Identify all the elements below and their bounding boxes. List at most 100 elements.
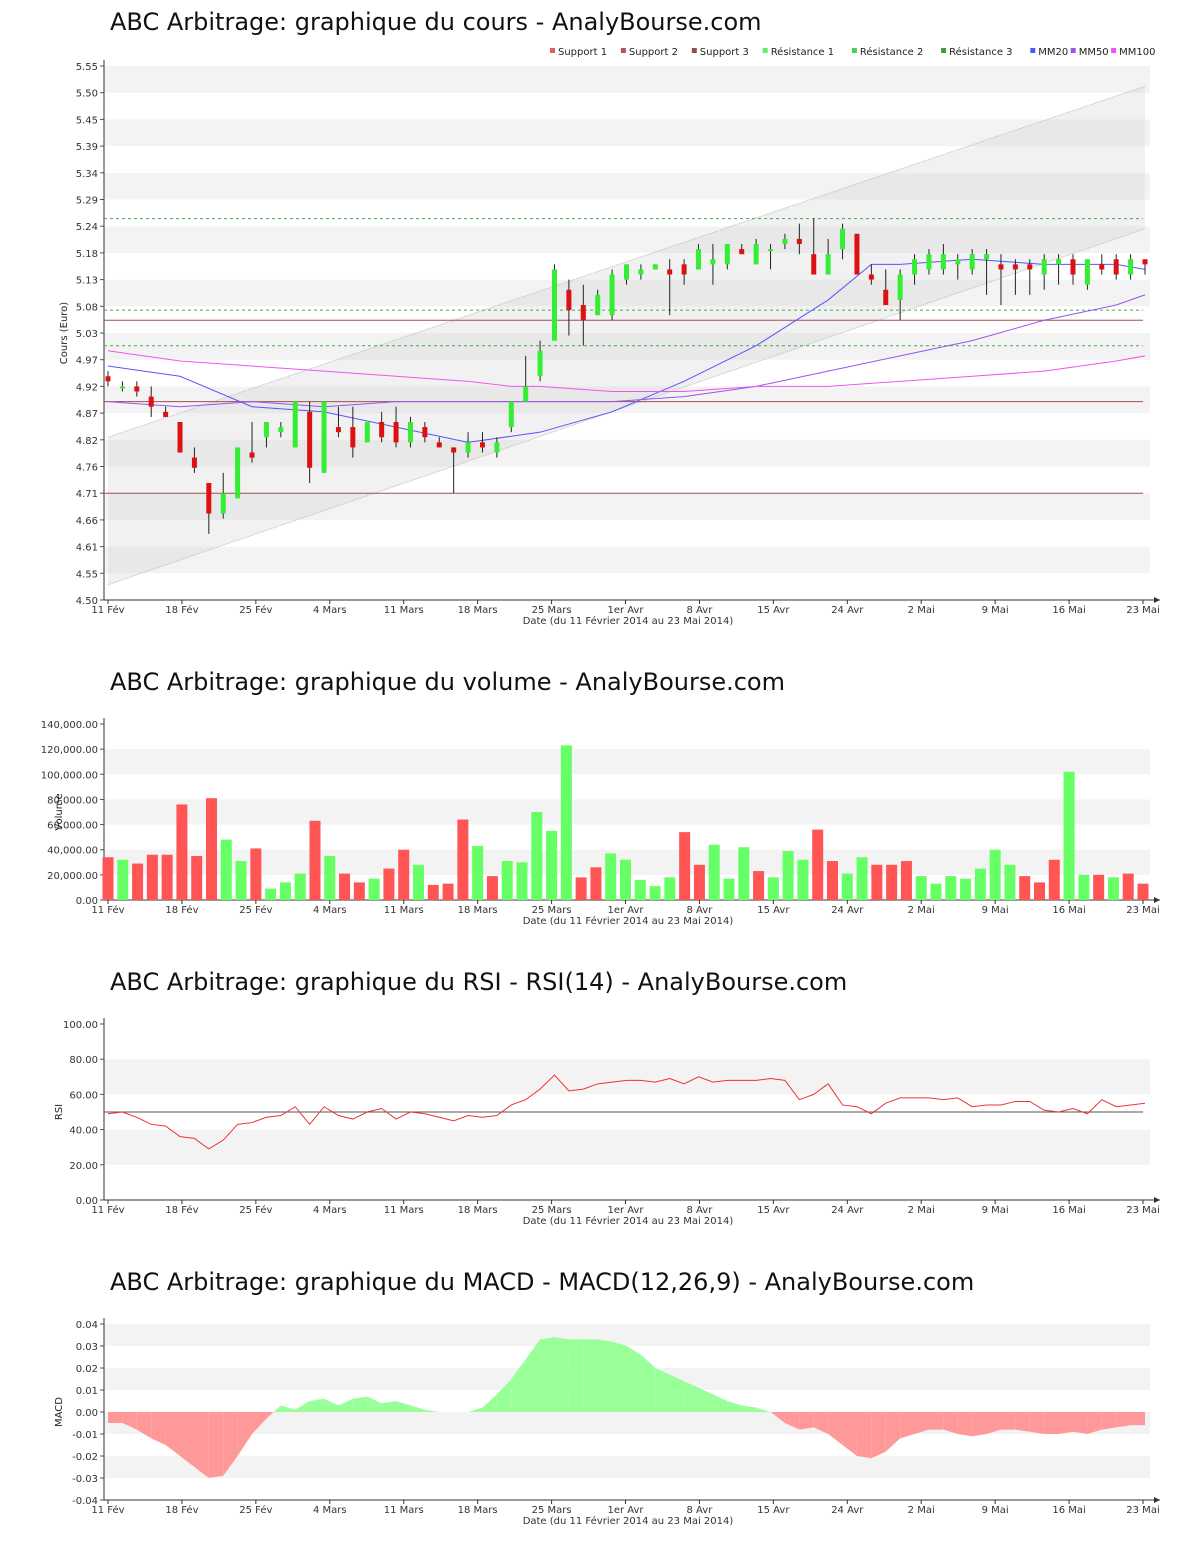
macd-xtick-label: 24 Avr	[831, 1505, 864, 1516]
volume-bar	[753, 871, 765, 900]
macd-xtick-label: 8 Avr	[687, 1505, 714, 1516]
legend-item: Support 2	[629, 47, 678, 58]
ma-line-mm100	[107, 350, 1146, 392]
volume-xtick-label: 4 Mars	[313, 905, 347, 916]
price-xtick-label: 16 Mai	[1052, 605, 1085, 616]
price-ytick-label: 4.71	[76, 489, 98, 500]
macd-area-negative	[1130, 1412, 1145, 1426]
candle-body	[595, 294, 601, 316]
price-grid-band	[104, 439, 1150, 467]
volume-bar	[146, 854, 158, 900]
legend-item: Support 3	[700, 47, 749, 58]
volume-x-arrow	[1154, 897, 1160, 903]
candle-body	[393, 422, 399, 443]
volume-bar	[546, 830, 558, 900]
price-chart-panel: ABC Arbitrage: graphique du cours - Anal…	[0, 0, 1200, 640]
macd-xtick-label: 23 Mai	[1126, 1505, 1159, 1516]
legend-marker	[762, 48, 768, 53]
volume-bar	[1137, 883, 1149, 900]
price-ytick-label: 4.76	[76, 463, 98, 474]
legend-item: Résistance 2	[860, 46, 923, 58]
legend-marker	[1111, 48, 1117, 53]
candle-body	[1012, 264, 1018, 270]
macd-xtick-label: 25 Fév	[239, 1504, 272, 1516]
macd-area-positive	[381, 1401, 397, 1412]
macd-area-positive	[583, 1339, 598, 1412]
volume-bar	[886, 864, 898, 900]
volume-bar	[516, 862, 528, 900]
volume-bar	[605, 853, 617, 900]
rsi-xtick-label: 25 Fév	[239, 1204, 272, 1216]
volume-xtick-label: 9 Mai	[982, 905, 1009, 916]
macd-area-negative	[1000, 1412, 1016, 1430]
volume-bar	[812, 829, 824, 900]
price-ytick-label: 5.18	[76, 249, 98, 260]
candle-body	[883, 289, 889, 306]
volume-bar	[457, 819, 469, 900]
price-xtick-label: 11 Fév	[91, 604, 124, 616]
candle-body	[652, 264, 658, 270]
rsi-chart-title: ABC Arbitrage: graphique du RSI - RSI(14…	[110, 968, 848, 996]
volume-xtick-label: 18 Fév	[165, 904, 198, 916]
price-grid-band	[104, 519, 1150, 547]
rsi-xtick-label: 18 Fév	[165, 1204, 198, 1216]
price-xtick-label: 24 Avr	[831, 605, 864, 616]
macd-xtick-label: 18 Mars	[458, 1505, 498, 1516]
rsi-xtick-label: 4 Mars	[313, 1205, 347, 1216]
candle-body	[494, 442, 500, 453]
rsi-ytick-label: 80.00	[69, 1055, 98, 1066]
legend-item: MM50	[1079, 47, 1109, 58]
volume-xtick-label: 23 Mai	[1126, 905, 1159, 916]
rsi-y-label: RSI	[54, 1104, 65, 1120]
price-ytick-label: 4.66	[76, 516, 98, 527]
volume-bar	[531, 812, 543, 900]
macd-area-negative	[856, 1412, 872, 1459]
macd-area-negative	[784, 1412, 800, 1430]
macd-ytick-label: 0.04	[76, 1320, 98, 1331]
volume-bar	[176, 804, 188, 900]
price-ytick-label: 4.87	[76, 409, 98, 420]
candle-body	[1070, 259, 1076, 275]
volume-chart-title: ABC Arbitrage: graphique du volume - Ana…	[110, 668, 785, 696]
macd-xtick-label: 9 Mai	[982, 1505, 1009, 1516]
volume-bar	[220, 839, 232, 900]
legend-marker	[550, 48, 555, 53]
macd-area-positive	[626, 1346, 641, 1412]
rsi-grid-band	[104, 1059, 1150, 1095]
macd-area-positive	[396, 1401, 411, 1412]
volume-bar	[1004, 864, 1016, 900]
rsi-xtick-label: 23 Mai	[1126, 1205, 1159, 1216]
macd-area-positive	[324, 1398, 339, 1412]
volume-chart-panel: ABC Arbitrage: graphique du volume - Ana…	[0, 660, 1200, 940]
legend-item: Support 1	[558, 47, 607, 58]
candle-body	[854, 233, 860, 275]
macd-area-negative	[1015, 1412, 1030, 1432]
volume-bar	[501, 861, 513, 900]
candle-body	[335, 427, 341, 433]
macd-ytick-label: 0.01	[76, 1386, 98, 1397]
rsi-xtick-label: 11 Fév	[91, 1204, 124, 1216]
candle-body	[796, 238, 802, 244]
price-grid-band	[104, 466, 1150, 494]
candle-body	[537, 350, 543, 377]
volume-ytick-label: 100,000.00	[41, 770, 98, 781]
candle-body	[163, 411, 169, 417]
candle-body	[278, 427, 284, 433]
volume-bar	[132, 863, 144, 900]
macd-ytick-label: -0.01	[72, 1430, 98, 1441]
candle-body	[465, 442, 471, 453]
macd-area-negative	[1087, 1412, 1102, 1434]
volume-bar	[960, 878, 972, 900]
rsi-grid-band	[104, 1164, 1150, 1200]
macd-area-negative	[813, 1412, 829, 1434]
macd-area-positive	[352, 1396, 368, 1412]
macd-area-positive	[756, 1407, 771, 1412]
macd-xtick-label: 4 Mars	[313, 1505, 347, 1516]
macd-area-positive	[482, 1394, 497, 1412]
legend-marker	[691, 48, 697, 53]
candle-body	[508, 401, 514, 428]
rsi-chart: 0.00 20.00 40.00 60.00 80.00 100.00 RSI 11 Fév 1…	[54, 1018, 1160, 1227]
price-grid-band	[104, 546, 1150, 574]
volume-bar	[1107, 877, 1119, 900]
legend-marker	[851, 48, 857, 53]
